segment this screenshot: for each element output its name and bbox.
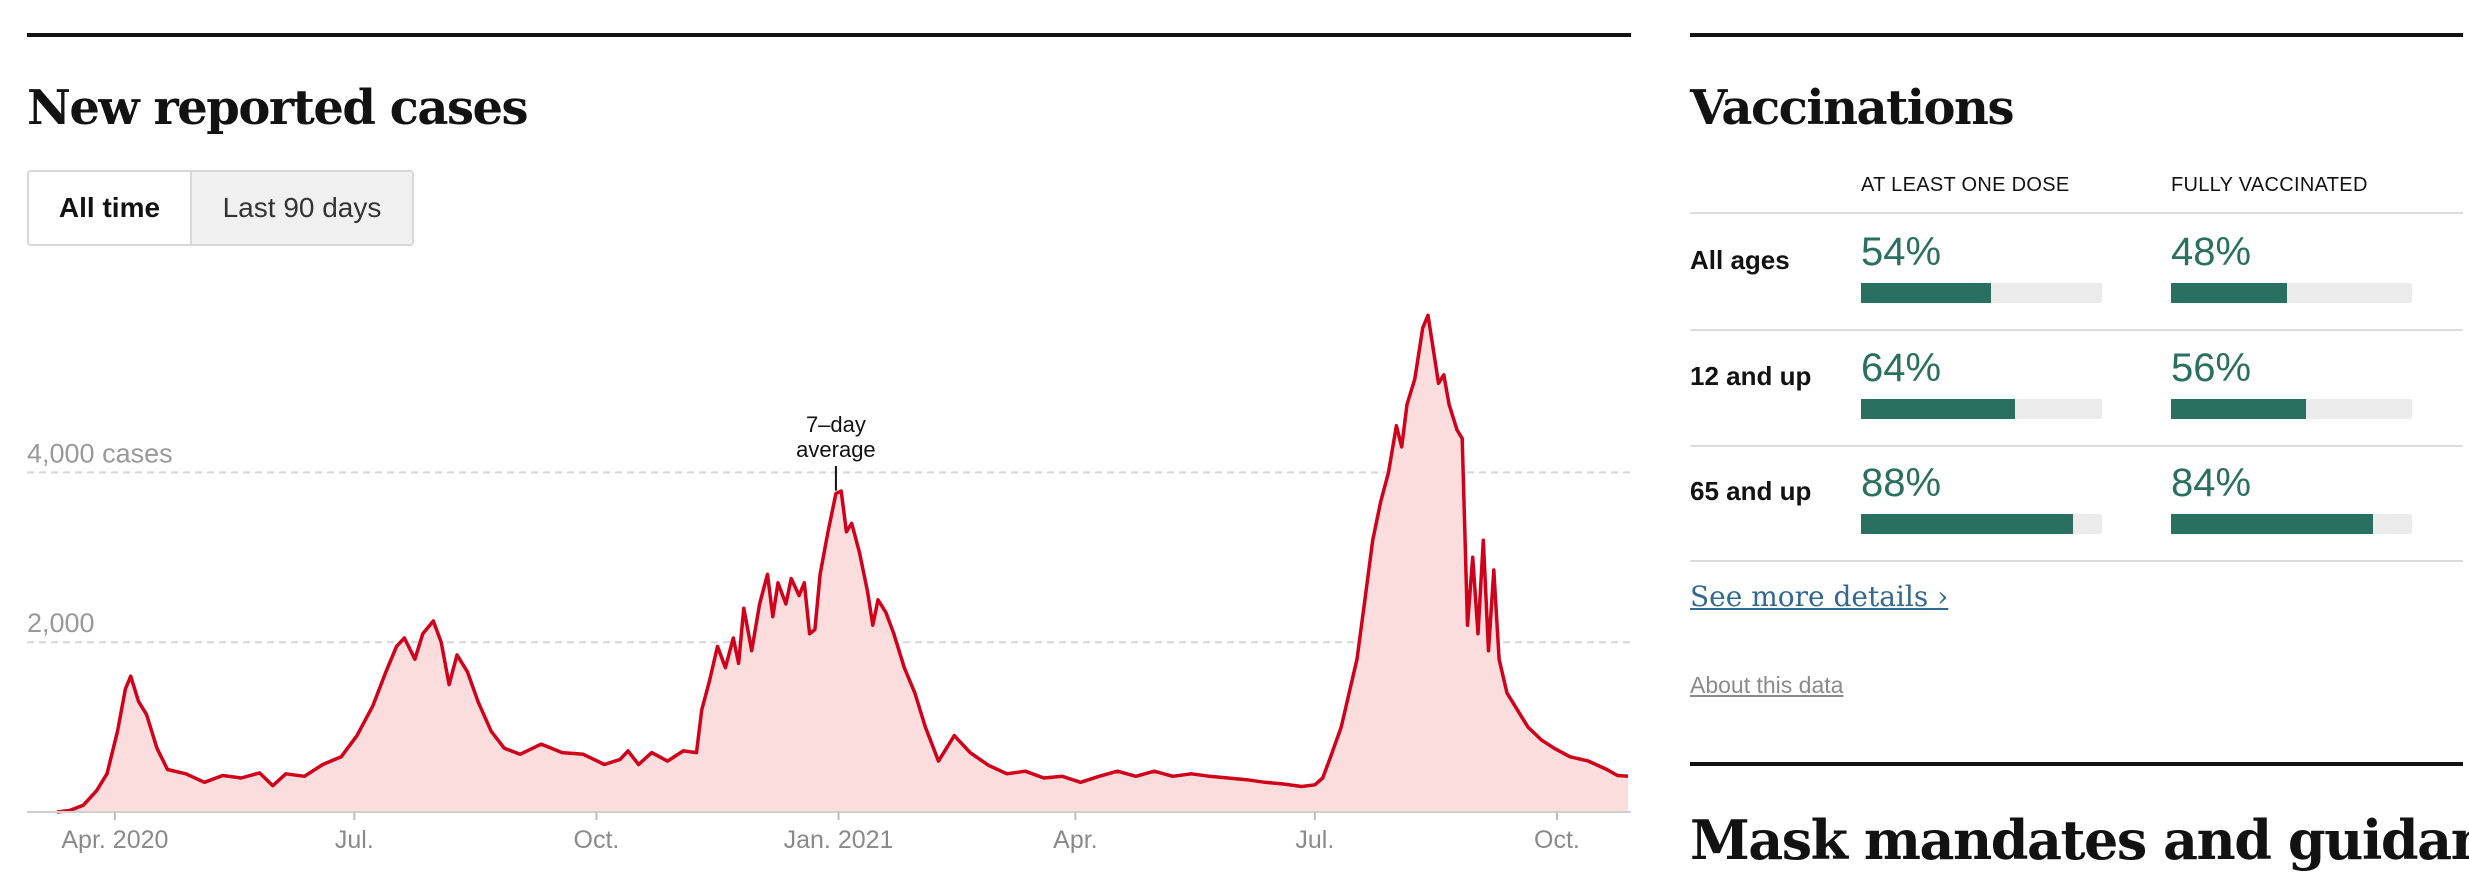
one-dose-percent: 64% (1861, 346, 1942, 390)
annotation-text: 7–day (806, 412, 866, 437)
table-divider (1690, 329, 2463, 331)
all-time-button[interactable]: All time (29, 172, 192, 244)
masks-top-rule (1690, 762, 2463, 766)
fully-bar (2171, 399, 2412, 419)
annotation-text: average (796, 437, 876, 462)
fully-bar-fill (2171, 514, 2374, 534)
see-more-details-link[interactable]: See more details › (1690, 580, 1949, 613)
vaccinations-top-rule (1690, 33, 2463, 37)
y-tick-label: 4,000 cases (27, 438, 173, 468)
row-label: 12 and up (1690, 361, 1812, 391)
x-tick-label: Jul. (1295, 826, 1334, 854)
cases-line (56, 313, 1629, 814)
one-dose-bar (1861, 283, 2102, 303)
x-tick-label: Jul. (335, 826, 374, 854)
one-dose-bar (1861, 514, 2102, 534)
one-dose-bar-fill (1861, 283, 1992, 303)
cases-area (57, 315, 1628, 812)
row-label: All ages (1690, 245, 1790, 275)
vaccinations-title: Vaccinations (1690, 80, 2014, 136)
one-dose-percent: 88% (1861, 461, 1942, 505)
fully-bar (2171, 514, 2412, 534)
fully-bar-fill (2171, 399, 2306, 419)
y-tick-label: 2,000 (27, 608, 95, 638)
cases-top-rule (27, 33, 1631, 37)
masks-title: Mask mandates and guidance (1690, 808, 2469, 872)
column-header-one-dose: AT LEAST ONE DOSE (1861, 174, 2070, 196)
one-dose-bar-fill (1861, 514, 2074, 534)
fully-bar-fill (2171, 283, 2287, 303)
x-tick-label: Apr. (1053, 826, 1097, 854)
table-divider (1690, 212, 2463, 214)
one-dose-percent: 54% (1861, 230, 1942, 274)
fully-percent: 84% (2171, 461, 2252, 505)
cases-title: New reported cases (27, 80, 529, 136)
last-90-days-button[interactable]: Last 90 days (192, 172, 412, 244)
one-dose-bar-fill (1861, 399, 2016, 419)
x-tick-label: Apr. 2020 (61, 826, 168, 854)
column-header-fully: FULLY VACCINATED (2171, 174, 2368, 196)
table-divider (1690, 445, 2463, 447)
x-tick-label: Jan. 2021 (784, 826, 894, 854)
x-tick-label: Oct. (574, 826, 620, 854)
fully-percent: 48% (2171, 230, 2252, 274)
x-tick-label: Oct. (1534, 826, 1580, 854)
fully-bar (2171, 283, 2412, 303)
one-dose-bar (1861, 399, 2102, 419)
about-this-data-link[interactable]: About this data (1690, 672, 1844, 698)
time-range-toggle: All time Last 90 days (27, 170, 414, 246)
row-label: 65 and up (1690, 476, 1812, 506)
fully-percent: 56% (2171, 346, 2252, 390)
cases-chart: 2,000 4,000 cases Apr. 2020 Jul. Oct. Jan. 20… (27, 313, 1631, 854)
table-divider (1690, 560, 2463, 562)
